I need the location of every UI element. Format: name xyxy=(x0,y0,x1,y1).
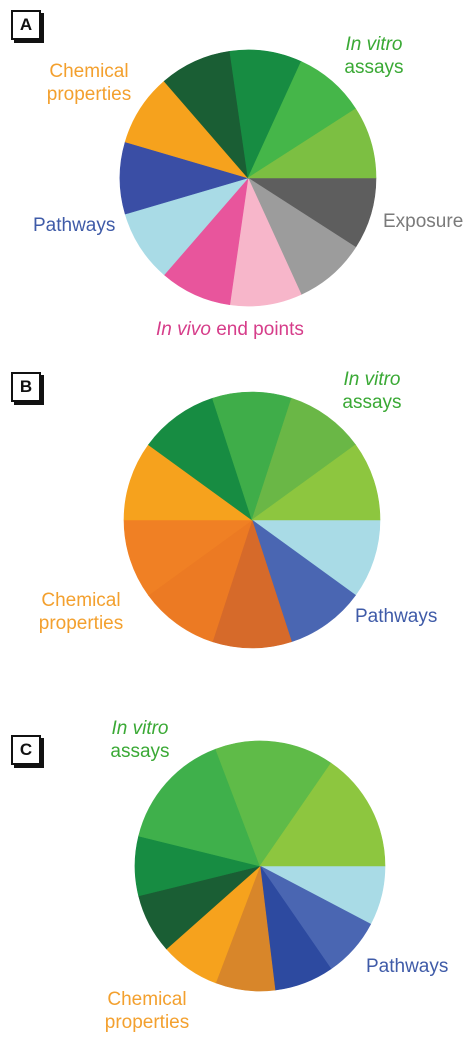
label-chemical-c-line1: Chemical xyxy=(107,989,187,1010)
label-chemical-b: Chemical properties xyxy=(26,589,136,635)
pie-slice-chemical-properties-5 xyxy=(123,444,253,521)
pie-slice-pathways-1 xyxy=(251,519,356,643)
pie-slice-in-vitro-assays-9 xyxy=(259,762,386,867)
pie-slice-in-vitro-assays-8 xyxy=(251,397,356,521)
label-pathways-b: Pathways xyxy=(355,606,438,627)
label-chemical-b-line1: Chemical xyxy=(41,590,121,611)
pie-slice-chemical-properties-3 xyxy=(148,519,253,643)
label-exposure-a: Exposure xyxy=(383,211,464,232)
pie-slice-chemical-properties-2 xyxy=(212,519,292,649)
label-invitro-c: In vitro assays xyxy=(98,717,182,763)
pie-slice-in-vitro-assays-6 xyxy=(148,397,253,521)
label-invitro-b-italic: In vitro xyxy=(343,369,401,390)
panel-b-badge: B xyxy=(11,372,41,402)
label-invivo-a: In vivo end points xyxy=(156,318,304,341)
panel-b: B In vitro assays Chemical properties Pa… xyxy=(0,350,474,690)
label-invitro-c-rest: assays xyxy=(110,741,170,762)
label-chemical-c-line2: properties xyxy=(104,1012,190,1033)
pie-slice-chemical-properties-4 xyxy=(123,519,253,596)
pie-slice-in-vitro-assays-8 xyxy=(215,740,332,867)
pie-chart-a xyxy=(119,49,377,307)
panel-c-badge: C xyxy=(11,735,41,765)
pie-chart-b xyxy=(123,391,381,649)
label-pathways-a: Pathways xyxy=(33,215,116,236)
label-chemical-c: Chemical properties xyxy=(92,988,202,1034)
pie-slice-in-vitro-assays-10 xyxy=(246,108,377,179)
pie-slice-in-vitro-assays-7 xyxy=(212,391,292,521)
label-chemical-b-line2: properties xyxy=(38,613,124,634)
pie-slice-pathways-0 xyxy=(251,519,381,596)
panel-a-badge: A xyxy=(11,10,41,40)
label-chemical-a: Chemical properties xyxy=(34,60,144,106)
label-invivo-a-italic: In vivo xyxy=(156,319,211,340)
pie-slice-in-vitro-assays-9 xyxy=(251,444,381,521)
pie-chart-c xyxy=(134,740,386,992)
panel-a: A In vitro assays Chemical properties Pa… xyxy=(0,0,474,350)
pie-slice-in-vitro-assays-7 xyxy=(138,748,261,867)
label-chemical-a-line2: properties xyxy=(46,84,132,105)
label-invitro-a-rest: assays xyxy=(344,57,404,78)
panel-c: C In vitro assays Chemical properties Pa… xyxy=(0,690,474,1042)
label-invitro-b-rest: assays xyxy=(342,392,402,413)
label-invitro-a-italic: In vitro xyxy=(345,34,403,55)
label-invitro-c-italic: In vitro xyxy=(111,718,169,739)
label-invivo-a-rest: end points xyxy=(210,319,304,340)
label-chemical-a-line1: Chemical xyxy=(49,61,129,82)
label-invitro-b: In vitro assays xyxy=(330,368,414,414)
label-pathways-c: Pathways xyxy=(366,956,449,977)
label-invitro-a: In vitro assays xyxy=(332,33,416,79)
